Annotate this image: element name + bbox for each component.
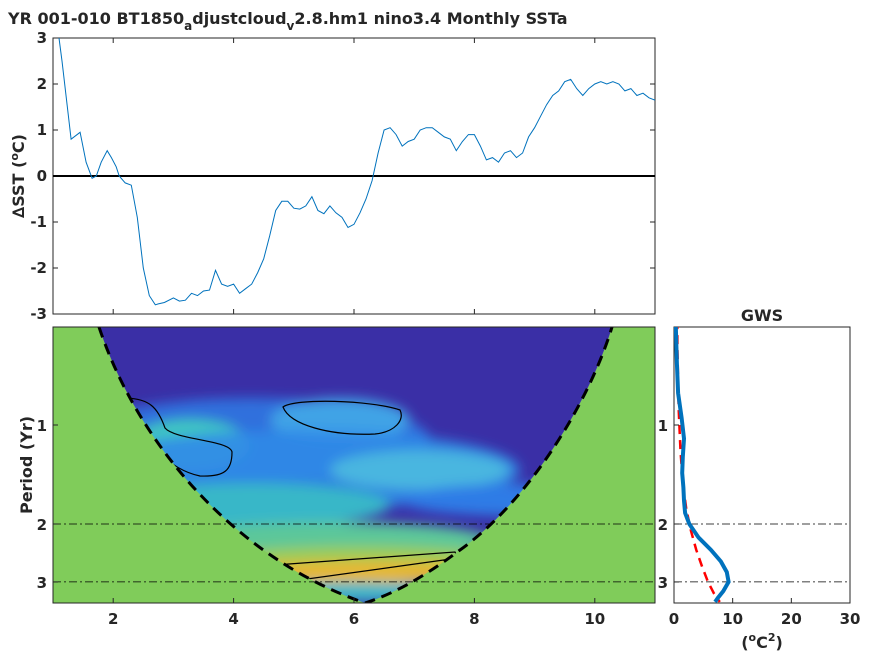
gws-x-tick-label: 30: [840, 610, 861, 628]
gws-plot-area: [673, 326, 851, 604]
gws-x-tick-label: 20: [781, 610, 802, 628]
sst-y-tick-label: 3: [37, 29, 47, 47]
sst-anomaly-line: [58, 38, 655, 306]
gws-y-ticks: 1 2 3: [658, 417, 679, 592]
period-y-label: Period (Yr): [17, 416, 36, 514]
title-end: 2.8.hm1 nino3.4 Monthly SSTa: [294, 9, 567, 28]
title-mid: djustcloud: [192, 9, 286, 28]
xlabel-c: C: [756, 633, 768, 652]
gws-y-tick-label: 1: [658, 417, 668, 435]
sst-y-ticks: -3 -2 -1 0 1 2 3: [30, 29, 655, 323]
gws-x-ticks: 0 10 20 30: [669, 598, 861, 628]
wavelet-x-tick-label: 10: [584, 610, 605, 628]
wavelet-panel: 1 2 3 2 4 6 8 10 Period (Yr): [17, 326, 656, 628]
wavelet-x-tick-label: 2: [108, 610, 118, 628]
sst-y-tick-label: 1: [37, 121, 47, 139]
wavelet-x-tick-label: 8: [469, 610, 479, 628]
period-reference-lines: [53, 523, 655, 583]
title-main: YR 001-010 BT1850: [7, 9, 184, 28]
gws-y-tick-label: 3: [658, 574, 668, 592]
cone-of-influence: [53, 327, 655, 603]
ylabel-end: C): [9, 134, 28, 153]
ylabel-text: SST (: [9, 161, 28, 207]
power-blob: [330, 450, 510, 490]
sst-y-tick-label: 2: [37, 75, 47, 93]
wavelet-y-tick-label: 2: [37, 516, 47, 534]
sst-y-tick-label: -1: [30, 213, 47, 231]
xlabel-degree: o: [749, 631, 757, 644]
wavelet-x-tick-label: 6: [349, 610, 359, 628]
xlabel-squared: 2: [768, 631, 776, 644]
gws-x-label: (oC2): [741, 631, 783, 652]
gws-reference-lines: [674, 523, 850, 583]
xlabel-open: (: [741, 633, 748, 652]
gws-title: GWS: [741, 306, 783, 325]
contour-upper: [282, 400, 402, 435]
sst-y-tick-label: 0: [37, 167, 47, 185]
sst-panel: -3 -2 -1 0 1 2 3 ∆SST (oC): [8, 29, 656, 323]
cone-of-influence-edge: [97, 327, 614, 603]
title-sub-a: a: [184, 19, 192, 33]
ylabel-degree: o: [8, 153, 21, 161]
title-sub-v: v: [287, 19, 295, 33]
ylabel-delta: ∆: [9, 206, 28, 218]
sst-y-label: ∆SST (oC): [8, 134, 28, 218]
chart-title: YR 001-010 BT1850adjustcloudv2.8.hm1 nin…: [7, 9, 568, 33]
wavelet-y-ticks: 1 2 3: [37, 417, 58, 592]
gws-panel: GWS 123 0 10 20 30 (oC2): [658, 306, 861, 652]
sst-y-tick-label: -3: [30, 305, 47, 323]
xlabel-close: ): [775, 633, 782, 652]
sst-y-tick-label: -2: [30, 259, 47, 277]
gws-x-tick-label: 10: [722, 610, 743, 628]
gws-power-curve: [674, 327, 731, 603]
gws-x-tick-label: 0: [669, 610, 679, 628]
wavelet-y-tick-label: 1: [37, 417, 47, 435]
gws-y-tick-label: 2: [658, 516, 668, 534]
sst-x-ticks: [112, 38, 596, 314]
wavelet-y-tick-label: 3: [37, 574, 47, 592]
wavelet-x-tick-label: 4: [228, 610, 238, 628]
wavelet-x-ticks: 2 4 6 8 10: [108, 598, 605, 628]
